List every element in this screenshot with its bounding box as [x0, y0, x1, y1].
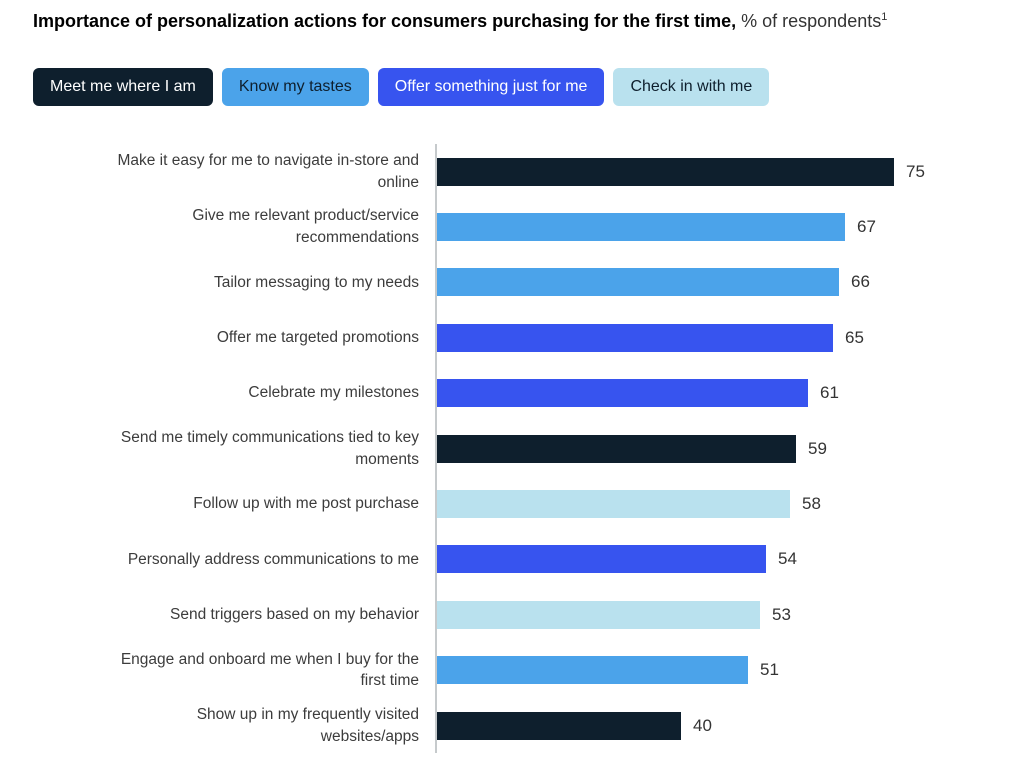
bar-track: 51 [435, 642, 993, 698]
bar-label-text: Offer me targeted promotions [216, 329, 419, 347]
bar-label: Send me timely communications tied to ke… [33, 427, 435, 470]
bar-value: 61 [820, 383, 839, 403]
bar-offer-something-just-for-me [437, 545, 766, 574]
bar-label: Send triggers based on my behavior [33, 604, 435, 626]
bar-offer-something-just-for-me [437, 323, 833, 352]
bar-value: 66 [851, 272, 870, 292]
legend-chip-offer-something-just-for-me[interactable]: Offer something just for me [377, 68, 605, 106]
bar-label-text: Tailor messaging to my needs [213, 273, 419, 291]
bar-row: Tailor messaging to my needs 66 [33, 254, 993, 311]
bar-label-text: Give me relevant product/service recomme… [192, 207, 419, 247]
legend-chip-meet-me-where-i-am[interactable]: Meet me where I am [33, 68, 213, 106]
bar-track: 67 [435, 199, 993, 255]
bar-label: Offer me targeted promotions [33, 327, 435, 349]
bar-label-text: Engage and onboard me when I buy for the… [120, 650, 419, 690]
bar-row: Engage and onboard me when I buy for the… [33, 642, 993, 698]
bar-value: 40 [693, 715, 712, 735]
bar-offer-something-just-for-me [437, 379, 808, 408]
bar-value: 65 [845, 327, 864, 347]
bar-value: 53 [772, 604, 791, 624]
bar-row: Follow up with me post purchase 58 [33, 476, 993, 532]
bar-label: Make it easy for me to navigate in-store… [33, 150, 435, 193]
bar-meet-me-where-i-am [437, 711, 681, 740]
bar-label: Personally address communications to me [33, 549, 435, 571]
bar-chart: Make it easy for me to navigate in-store… [33, 144, 993, 754]
footnote-marker: 1 [881, 11, 888, 23]
bar-know-my-tastes [437, 656, 748, 685]
bar-check-in-with-me [437, 490, 790, 519]
chart-title: Importance of personalization actions fo… [33, 10, 887, 33]
bar-label: Give me relevant product/service recomme… [33, 205, 435, 248]
bar-value: 75 [906, 161, 925, 181]
bar-label-text: Make it easy for me to navigate in-store… [117, 152, 419, 191]
chart-title-unit: % of respondents [741, 11, 882, 31]
bar-label: Engage and onboard me when I buy for the… [33, 649, 435, 692]
bar-check-in-with-me [437, 600, 760, 629]
bar-track: 58 [435, 476, 993, 532]
chart-title-main: Importance of personalization actions fo… [33, 11, 737, 31]
bar-row: Send triggers based on my behavior 53 [33, 587, 993, 643]
bar-label-text: Send triggers based on my behavior [169, 605, 419, 623]
bar-label: Tailor messaging to my needs [33, 272, 435, 294]
legend-chip-check-in-with-me[interactable]: Check in with me [613, 68, 770, 106]
bar-label-text: Personally address communications to me [127, 550, 419, 568]
bar-label-text: Send me timely communications tied to ke… [120, 428, 419, 468]
legend-chip-know-my-tastes[interactable]: Know my tastes [221, 68, 369, 106]
bar-know-my-tastes [437, 213, 845, 242]
bar-row: Offer me targeted promotions 65 [33, 310, 993, 366]
bar-track: 66 [435, 254, 993, 311]
bar-row: Celebrate my milestones 61 [33, 365, 993, 421]
bar-track: 53 [435, 587, 993, 643]
bar-row: Give me relevant product/service recomme… [33, 199, 993, 255]
bar-track: 61 [435, 365, 993, 421]
bar-label-text: Follow up with me post purchase [193, 495, 419, 513]
bar-row: Make it easy for me to navigate in-store… [33, 144, 993, 200]
bar-row: Show up in my frequently visited website… [33, 697, 993, 754]
bar-track: 59 [435, 420, 993, 477]
bar-label: Celebrate my milestones [33, 382, 435, 404]
bar-track: 54 [435, 531, 993, 588]
bar-row: Send me timely communications tied to ke… [33, 420, 993, 477]
bar-label: Show up in my frequently visited website… [33, 704, 435, 747]
bar-value: 51 [760, 660, 779, 680]
bar-track: 75 [435, 144, 993, 200]
bar-value: 58 [802, 494, 821, 514]
bar-value: 54 [778, 549, 797, 569]
bar-meet-me-where-i-am [437, 157, 894, 186]
bar-value: 59 [808, 438, 827, 458]
bar-know-my-tastes [437, 268, 839, 297]
bar-value: 67 [857, 217, 876, 237]
bar-track: 65 [435, 310, 993, 366]
legend: Meet me where I am Know my tastes Offer so… [33, 68, 770, 106]
bar-meet-me-where-i-am [437, 434, 796, 463]
bar-label-text: Show up in my frequently visited website… [196, 705, 419, 745]
bar-label: Follow up with me post purchase [33, 493, 435, 515]
bar-track: 40 [435, 697, 993, 754]
bar-row: Personally address communications to me 5… [33, 531, 993, 588]
bar-label-text: Celebrate my milestones [248, 384, 419, 402]
